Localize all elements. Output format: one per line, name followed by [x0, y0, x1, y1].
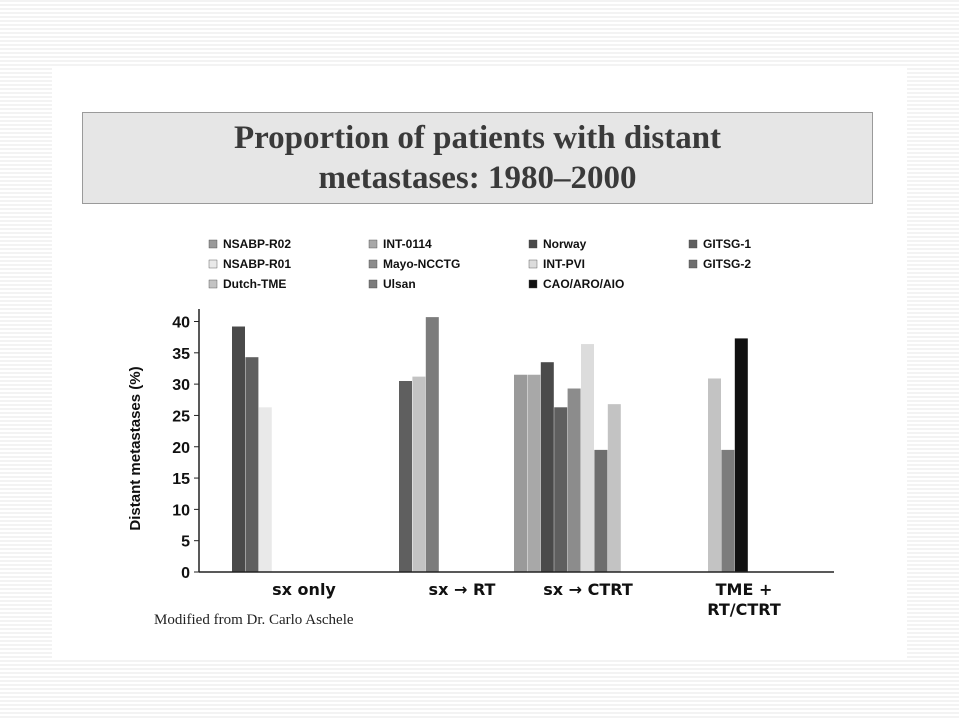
bar [567, 388, 581, 572]
x-tick-label: sx → CTRT [543, 580, 633, 599]
bar [412, 376, 426, 572]
legend-label: Mayo-NCCTG [383, 257, 460, 271]
legend-swatch [368, 279, 378, 289]
legend-swatch [688, 239, 698, 249]
bar [232, 326, 245, 572]
source-note: Modified from Dr. Carlo Aschele [154, 612, 354, 628]
title-box: Proportion of patients with distant meta… [82, 112, 873, 204]
y-tick-label: 5 [181, 534, 190, 551]
legend-swatch [208, 259, 218, 269]
y-tick-label: 15 [172, 471, 190, 488]
legend-label: GITSG-2 [703, 257, 751, 271]
bar [425, 317, 439, 572]
legend-label: Norway [543, 237, 587, 251]
y-tick-label: 30 [172, 377, 190, 394]
bar [399, 380, 412, 572]
bar [721, 449, 735, 572]
legend-label: NSABP-R01 [223, 257, 291, 271]
slide-panel: Proportion of patients with distant meta… [52, 66, 907, 658]
legend-label: INT-0114 [383, 237, 432, 251]
y-tick-label: 25 [172, 408, 190, 425]
legend-label: NSABP-R02 [223, 237, 291, 251]
legend-swatch [528, 259, 538, 269]
y-tick-label: 35 [172, 346, 190, 363]
legend-swatch [368, 259, 378, 269]
bar [734, 338, 748, 572]
chart-area: NSABP-R02 INT-0114 Norway GITSG-1 NSABP-R01 M… [127, 237, 834, 619]
y-axis-label: Distant metastases (%) [127, 366, 144, 530]
legend-label: INT-PVI [543, 257, 585, 271]
bar [554, 407, 568, 572]
x-tick-label: RT/CTRT [707, 600, 781, 619]
legend-label: Ulsan [383, 277, 416, 291]
x-tick-label: sx → RT [429, 580, 496, 599]
chart-title: Proportion of patients with distant meta… [233, 120, 722, 196]
legend-swatch [528, 239, 538, 249]
bar [607, 404, 621, 572]
legend-label: CAO/ARO/AIO [543, 277, 624, 291]
bar [258, 407, 272, 572]
legend-swatch [528, 279, 538, 289]
bar [540, 362, 554, 572]
x-tick-label: TME + [716, 580, 773, 599]
legend-swatch [208, 279, 218, 289]
bar [527, 374, 541, 572]
bar [581, 344, 594, 572]
y-tick-label: 0 [181, 565, 190, 582]
bar [708, 378, 721, 572]
bar [514, 374, 527, 572]
bar [594, 449, 608, 572]
bar [245, 357, 259, 572]
legend-swatch [208, 239, 218, 249]
y-tick-label: 40 [172, 315, 190, 332]
legend-label: GITSG-1 [703, 237, 751, 251]
legend-label: Dutch-TME [223, 277, 286, 291]
y-tick-label: 10 [172, 502, 190, 519]
y-tick-label: 20 [172, 440, 190, 457]
legend-swatch [368, 239, 378, 249]
x-tick-label: sx only [272, 580, 336, 599]
legend-swatch [688, 259, 698, 269]
